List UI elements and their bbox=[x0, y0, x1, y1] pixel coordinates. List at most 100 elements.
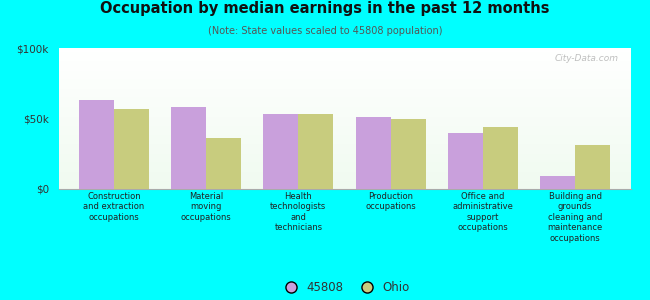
Bar bbox=[58, 147, 630, 148]
Bar bbox=[58, 162, 630, 164]
Bar bbox=[58, 55, 630, 56]
Bar bbox=[58, 138, 630, 140]
Bar bbox=[58, 118, 630, 120]
Text: City-Data.com: City-Data.com bbox=[555, 54, 619, 63]
Bar bbox=[58, 83, 630, 85]
Bar bbox=[58, 82, 630, 83]
Bar bbox=[58, 123, 630, 124]
Bar bbox=[58, 86, 630, 88]
Bar bbox=[58, 113, 630, 114]
Bar bbox=[58, 169, 630, 171]
Text: Material
moving
occupations: Material moving occupations bbox=[181, 192, 231, 222]
Bar bbox=[58, 61, 630, 62]
Bar bbox=[58, 104, 630, 106]
Text: Health
technologists
and
technicians: Health technologists and technicians bbox=[270, 192, 326, 232]
Bar bbox=[58, 66, 630, 68]
Bar bbox=[58, 114, 630, 116]
Bar bbox=[58, 103, 630, 104]
Bar bbox=[58, 93, 630, 94]
Bar bbox=[58, 112, 630, 113]
Bar bbox=[58, 172, 630, 173]
Bar bbox=[58, 159, 630, 161]
Bar bbox=[58, 135, 630, 137]
Bar bbox=[58, 74, 630, 75]
Bar bbox=[58, 102, 630, 103]
Bar bbox=[58, 117, 630, 118]
Bar bbox=[58, 158, 630, 159]
Bar bbox=[58, 78, 630, 79]
Bar bbox=[79, 100, 114, 189]
Bar bbox=[58, 148, 630, 149]
Text: Occupation by median earnings in the past 12 months: Occupation by median earnings in the pas… bbox=[100, 2, 550, 16]
Bar bbox=[58, 137, 630, 138]
Bar bbox=[58, 133, 630, 134]
Bar bbox=[206, 138, 241, 189]
Bar bbox=[58, 56, 630, 58]
Bar bbox=[58, 125, 630, 127]
Bar bbox=[58, 155, 630, 157]
Text: Production
occupations: Production occupations bbox=[365, 192, 416, 212]
Bar bbox=[58, 88, 630, 89]
Bar bbox=[58, 127, 630, 128]
Bar bbox=[58, 179, 630, 181]
Bar bbox=[58, 76, 630, 78]
Bar bbox=[575, 145, 610, 189]
Bar bbox=[58, 58, 630, 59]
Text: Construction
and extraction
occupations: Construction and extraction occupations bbox=[83, 192, 144, 222]
Bar bbox=[58, 96, 630, 97]
Bar bbox=[58, 134, 630, 135]
Bar bbox=[298, 114, 333, 189]
Bar bbox=[58, 94, 630, 96]
Bar bbox=[58, 182, 630, 183]
Bar bbox=[171, 107, 206, 189]
Bar bbox=[58, 188, 630, 189]
Bar bbox=[58, 120, 630, 121]
Bar bbox=[58, 165, 630, 166]
Bar bbox=[58, 181, 630, 182]
Bar bbox=[58, 97, 630, 99]
Bar bbox=[58, 90, 630, 92]
Bar bbox=[58, 85, 630, 86]
Bar bbox=[58, 69, 630, 70]
Bar bbox=[58, 116, 630, 117]
Bar bbox=[58, 140, 630, 141]
Bar bbox=[58, 70, 630, 72]
Bar bbox=[58, 128, 630, 130]
Bar bbox=[263, 114, 298, 189]
Bar bbox=[58, 51, 630, 52]
Bar bbox=[391, 118, 426, 189]
Bar bbox=[58, 168, 630, 169]
Bar bbox=[58, 80, 630, 82]
Bar bbox=[58, 121, 630, 123]
Bar bbox=[58, 161, 630, 162]
Bar bbox=[58, 72, 630, 74]
Bar bbox=[58, 109, 630, 110]
Bar bbox=[58, 131, 630, 133]
Bar bbox=[58, 52, 630, 54]
Bar bbox=[58, 154, 630, 155]
Text: (Note: State values scaled to 45808 population): (Note: State values scaled to 45808 popu… bbox=[208, 26, 442, 35]
Bar bbox=[58, 124, 630, 125]
Bar bbox=[58, 99, 630, 100]
Bar bbox=[58, 149, 630, 151]
Bar bbox=[58, 144, 630, 145]
Bar bbox=[58, 100, 630, 102]
Bar bbox=[58, 142, 630, 144]
Bar bbox=[58, 175, 630, 176]
Bar bbox=[58, 107, 630, 109]
Bar bbox=[58, 106, 630, 107]
Text: Office and
administrative
support
occupations: Office and administrative support occupa… bbox=[452, 192, 514, 232]
Legend: 45808, Ohio: 45808, Ohio bbox=[274, 276, 415, 299]
Bar bbox=[58, 64, 630, 65]
Bar bbox=[58, 65, 630, 66]
Bar bbox=[58, 50, 630, 51]
Bar bbox=[58, 167, 630, 168]
Bar bbox=[58, 92, 630, 93]
Bar bbox=[58, 173, 630, 175]
Bar bbox=[58, 171, 630, 172]
Bar bbox=[58, 110, 630, 111]
Bar bbox=[58, 183, 630, 185]
Bar bbox=[58, 152, 630, 154]
Bar bbox=[540, 176, 575, 189]
Bar bbox=[483, 127, 518, 189]
